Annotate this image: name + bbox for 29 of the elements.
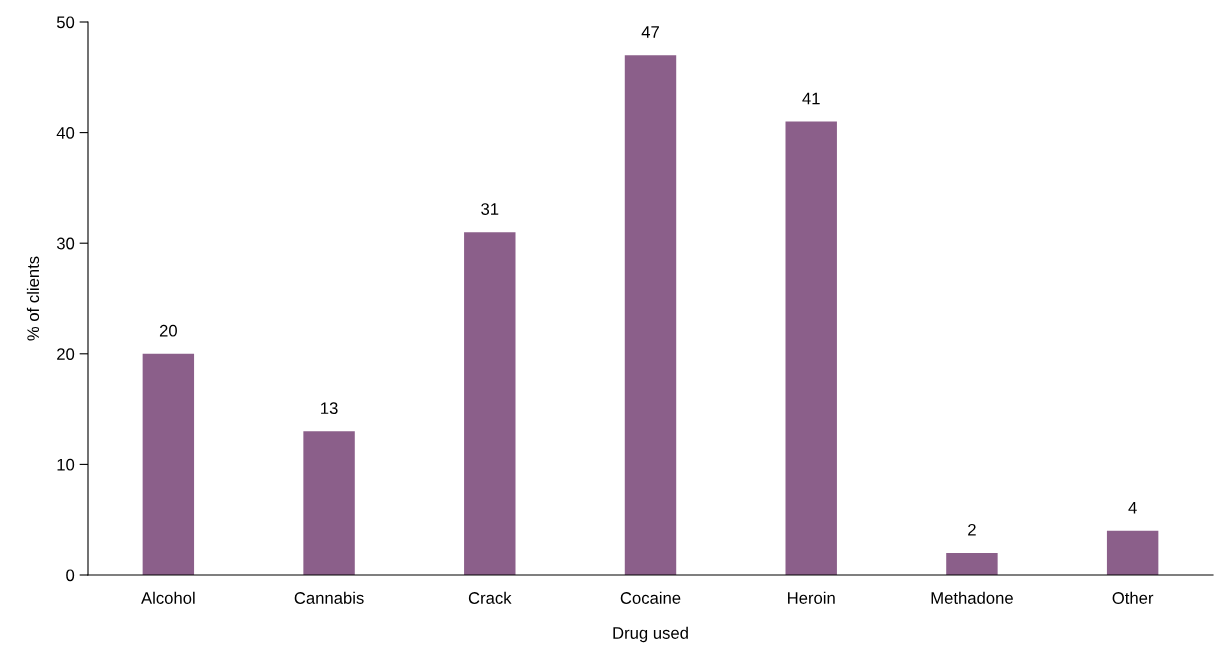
data-label: 13 — [321, 402, 338, 415]
y-tick-label: 50 — [56, 16, 75, 29]
y-axis-title: % of clients — [26, 256, 40, 341]
data-label: 47 — [641, 26, 659, 38]
bar — [303, 431, 355, 575]
x-axis-title: Drug used — [613, 626, 688, 643]
x-tick-label: Cannabis — [294, 591, 364, 604]
bar — [624, 55, 677, 575]
data-label: 41 — [802, 92, 820, 105]
bar — [946, 552, 998, 575]
y-tick-label: 40 — [56, 127, 75, 139]
y-tick-label: 10 — [57, 458, 75, 471]
x-tick-label: Methadone — [931, 591, 1013, 604]
y-tick-label: 30 — [56, 237, 75, 250]
bar — [142, 353, 195, 575]
data-label: 31 — [481, 203, 499, 215]
x-tick-label: Other — [1112, 591, 1154, 604]
x-tick-label: Crack — [468, 591, 512, 604]
bar — [464, 232, 516, 575]
bar — [785, 121, 837, 575]
data-label: 2 — [968, 523, 976, 536]
x-tick-label: Heroin — [788, 591, 835, 604]
x-tick-label: Alcohol — [141, 591, 195, 604]
bar — [1106, 530, 1159, 575]
y-tick-label: 0 — [66, 569, 75, 582]
y-tick-label: 20 — [57, 348, 75, 360]
x-tick-label: Cocaine — [620, 591, 681, 604]
data-label: 20 — [159, 324, 177, 337]
data-label: 4 — [1128, 501, 1137, 514]
